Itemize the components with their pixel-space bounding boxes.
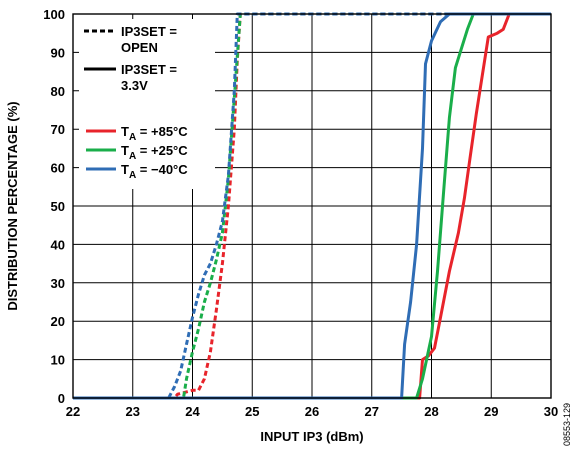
x-tick-label: 25 xyxy=(245,404,259,419)
legend-label-dashed: OPEN xyxy=(121,40,158,55)
x-tick-label: 29 xyxy=(484,404,498,419)
legend-temp-prefix: T xyxy=(121,143,129,158)
legend-temp-subscript: A xyxy=(129,132,136,143)
y-tick-label: 20 xyxy=(51,314,65,329)
legend-label-temp: TA = +85°C xyxy=(121,124,188,143)
legend-label-solid: IP3SET = xyxy=(121,62,177,77)
y-axis-title: DISTRIBUTION PERCENTAGE (%) xyxy=(5,101,20,310)
legend-temp-prefix: T xyxy=(121,162,129,177)
legend-background xyxy=(79,19,215,189)
plot-border xyxy=(72,13,552,399)
y-tick-label: 30 xyxy=(51,276,65,291)
x-tick-label: 28 xyxy=(424,404,438,419)
x-axis-title: INPUT IP3 (dBm) xyxy=(260,429,363,444)
legend-temp-value: = −40°C xyxy=(136,162,188,177)
legend-label-dashed: IP3SET = xyxy=(121,24,177,39)
x-tick-label: 24 xyxy=(185,404,200,419)
x-tick-label: 30 xyxy=(544,404,558,419)
y-tick-label: 60 xyxy=(51,161,65,176)
series-line-solid xyxy=(73,12,551,400)
series-line-solid xyxy=(73,12,551,400)
y-tick-label: 50 xyxy=(51,199,65,214)
legend-temp-value: = +25°C xyxy=(136,143,188,158)
y-tick-labels: 0 10 20 30 40 50 60 70 80 90 100 xyxy=(43,7,65,406)
y-tick-label: 90 xyxy=(51,45,65,60)
legend-temp-prefix: T xyxy=(121,124,129,139)
data-series xyxy=(73,12,551,400)
x-tick-label: 23 xyxy=(126,404,140,419)
y-tick-label: 100 xyxy=(43,7,65,22)
y-tick-label: 0 xyxy=(58,391,65,406)
x-tick-label: 27 xyxy=(365,404,379,419)
y-tick-label: 10 xyxy=(51,353,65,368)
legend-label-temp: TA = −40°C xyxy=(121,162,188,181)
legend-temp-subscript: A xyxy=(129,170,136,181)
legend-temp-value: = +85°C xyxy=(136,124,188,139)
y-tick-label: 80 xyxy=(51,84,65,99)
x-tick-label: 26 xyxy=(305,404,319,419)
watermark: 08553-129 xyxy=(562,403,572,446)
x-tick-labels: 22 23 24 25 26 27 28 29 30 xyxy=(66,404,558,419)
legend-temp-subscript: A xyxy=(129,151,136,162)
y-tick-label: 70 xyxy=(51,122,65,137)
legend-label-solid: 3.3V xyxy=(121,78,148,93)
series-line-dashed xyxy=(73,12,551,400)
y-tick-label: 40 xyxy=(51,237,65,252)
series-line-dashed xyxy=(73,12,551,400)
x-tick-label: 22 xyxy=(66,404,80,419)
legend-label-temp: TA = +25°C xyxy=(121,143,188,162)
